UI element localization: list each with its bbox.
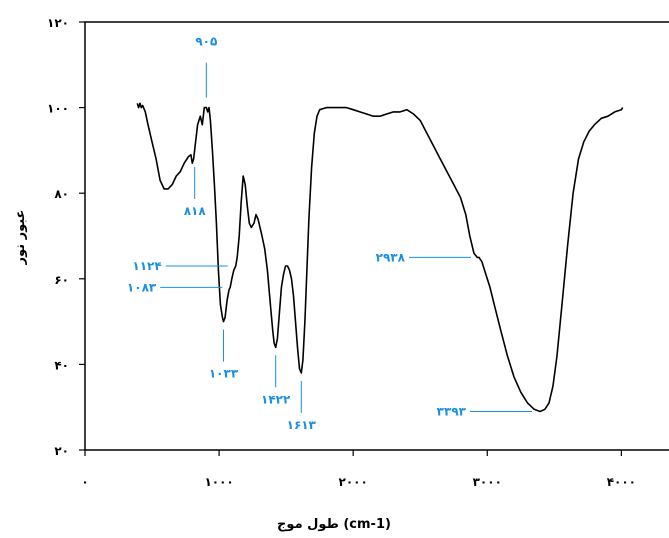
x-tick-label: ۲۰۰۰ <box>339 475 368 489</box>
x-tick-label: ۱۰۰۰ <box>204 475 233 489</box>
y-axis-title: عبور نور <box>13 210 28 266</box>
peak-annotation-label: ۸۱۸ <box>184 204 207 218</box>
y-tick-label: ۸۰ <box>54 187 69 201</box>
peak-annotation-label: ۱۱۲۴ <box>132 259 161 273</box>
peak-annotation-label: ۱۰۸۳ <box>127 280 157 294</box>
x-axis-ticks: ۰ ۱۰۰۰ ۲۰۰۰ ۳۰۰۰ ۴۰۰۰ <box>81 450 636 489</box>
peak-annotation-label: ۳۳۹۳ <box>437 404 467 418</box>
peak-annotation-label: ۱۴۲۲ <box>261 392 291 406</box>
y-tick-label: ۲۰ <box>54 444 69 458</box>
x-tick-label: ۰ <box>81 475 88 489</box>
y-tick-label: ۱۰۰ <box>47 102 69 116</box>
plot-area-frame <box>84 21 669 451</box>
spectrum-line <box>136 102 624 413</box>
peak-annotation-label: ۱۶۱۳ <box>287 418 317 432</box>
peak-annotation-label: ۲۹۳۸ <box>376 250 406 264</box>
spectrum-series <box>136 102 624 413</box>
x-tick-label: ۴۰۰۰ <box>607 475 636 489</box>
peak-annotation-label: ۹۰۵ <box>195 35 217 49</box>
y-tick-label: ۶۰ <box>54 273 69 287</box>
y-tick-label: ۱۲۰ <box>47 16 69 30</box>
y-axis-ticks: ۲۰ ۴۰ ۶۰ ۸۰ ۱۰۰ ۱۲۰ <box>47 16 85 458</box>
x-tick-label: ۳۰۰۰ <box>473 475 502 489</box>
peak-annotations: ۹۰۵ ۸۱۸ ۱۱۲۴ ۱۰۸۳ ۱۰۳۳ ۱۴۲۲ ۱۶۱۳ ۲۹۳۸ ۳۳۹۳ <box>127 35 532 432</box>
peak-annotation-label: ۱۰۳۳ <box>209 367 239 381</box>
x-axis-title: طول موج (cm-1) <box>277 517 391 532</box>
y-tick-label: ۴۰ <box>54 358 69 372</box>
